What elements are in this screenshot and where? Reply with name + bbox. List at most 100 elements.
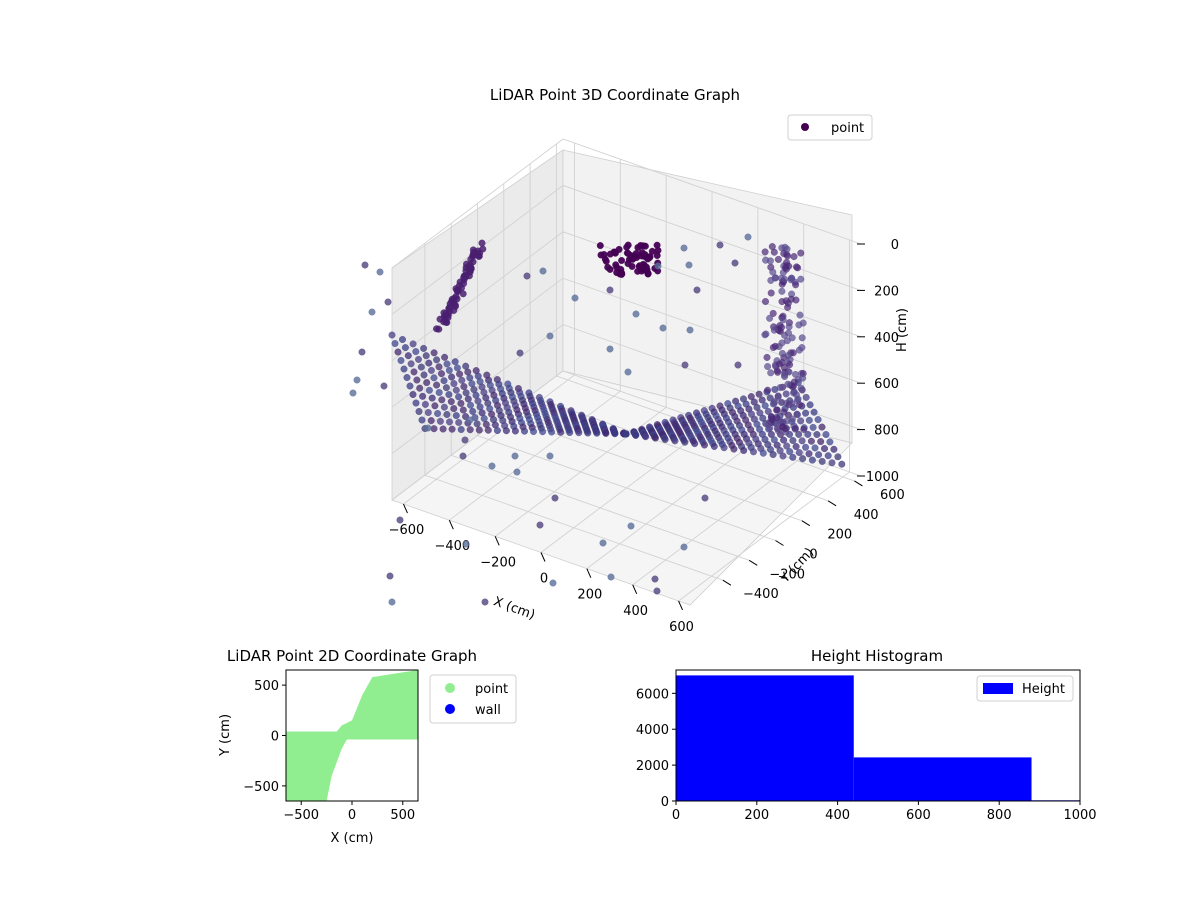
point-3d xyxy=(756,409,764,417)
point-3d xyxy=(806,401,814,409)
x-tick-label-2d: 500 xyxy=(390,808,415,823)
point-3d xyxy=(799,374,807,382)
point-3d xyxy=(412,348,420,356)
point-3d xyxy=(441,316,449,324)
point-3d xyxy=(461,436,469,444)
point-3d xyxy=(622,430,630,438)
point-3d xyxy=(607,573,615,581)
point-3d xyxy=(734,361,742,369)
points-3d xyxy=(349,233,846,606)
point-3d xyxy=(716,241,724,249)
y-tick-label: 200 xyxy=(827,528,852,543)
point-3d xyxy=(456,370,464,378)
legend-3d-marker xyxy=(801,123,809,131)
point-3d xyxy=(798,344,806,352)
point-3d xyxy=(566,428,574,437)
point-3d xyxy=(822,430,830,439)
point-3d xyxy=(448,373,456,381)
point-3d xyxy=(809,423,817,431)
point-3d xyxy=(469,407,477,415)
point-3d xyxy=(416,384,424,392)
y-tick-label: 400 xyxy=(854,508,879,523)
x-tick-mark xyxy=(403,503,408,514)
point-3d xyxy=(419,392,427,400)
point-3d xyxy=(768,243,776,251)
point-3d xyxy=(404,352,412,360)
y-tick-label-histogram: 0 xyxy=(661,795,669,810)
point-3d xyxy=(430,425,438,433)
point-3d xyxy=(654,262,662,270)
point-3d xyxy=(380,382,388,390)
point-3d xyxy=(786,361,794,369)
z-tick-label: 200 xyxy=(874,284,899,299)
point-3d xyxy=(767,369,775,377)
y-axis-label-2d: Y (cm) xyxy=(218,714,233,757)
point-3d xyxy=(438,396,446,404)
point-3d xyxy=(452,386,460,394)
point-3d xyxy=(813,430,821,439)
point-3d xyxy=(546,332,554,340)
histogram-bar xyxy=(676,675,854,801)
grid-line-z xyxy=(391,370,862,501)
point-3d xyxy=(424,408,432,417)
chart-2d-title: LiDAR Point 2D Coordinate Graph xyxy=(227,647,477,665)
point-3d xyxy=(791,425,799,433)
ticks-3d: −600−400−2000200400600−400−2000200400600… xyxy=(389,238,905,635)
point-3d xyxy=(384,298,392,306)
point-3d xyxy=(818,457,826,465)
point-3d xyxy=(759,414,767,422)
point-3d xyxy=(779,452,787,460)
point-3d xyxy=(457,399,465,407)
point-3d xyxy=(462,540,470,548)
point-3d xyxy=(761,248,769,256)
point-3d xyxy=(796,311,804,319)
point-3d xyxy=(805,416,813,424)
point-3d xyxy=(762,330,770,338)
legend-2d-label-wall: wall xyxy=(475,703,501,718)
point-3d xyxy=(805,450,813,458)
point-3d xyxy=(546,452,554,460)
point-3d xyxy=(640,252,648,260)
point-3d xyxy=(749,448,758,456)
point-3d xyxy=(788,274,796,282)
point-3d xyxy=(513,468,521,476)
point-3d xyxy=(557,428,565,436)
point-3d xyxy=(415,407,423,416)
point-3d xyxy=(409,340,417,348)
point-3d xyxy=(731,259,739,267)
point-3d xyxy=(539,428,547,436)
point-3d xyxy=(628,262,636,270)
point-3d xyxy=(761,297,770,306)
z-axis-label-3d: H (cm) xyxy=(895,308,910,352)
point-3d xyxy=(432,325,441,333)
point-3d xyxy=(730,445,738,453)
y-tick-label: 600 xyxy=(880,488,905,503)
x-tick-label-histogram: 200 xyxy=(744,808,769,823)
x-tick-mark xyxy=(494,536,500,546)
point-3d xyxy=(539,267,547,275)
point-3d xyxy=(424,424,432,432)
ticks-histogram: 0 200 400 600 800 1000 0 2000 4000 6000 xyxy=(636,687,1097,823)
point-3d xyxy=(455,418,463,427)
point-3d xyxy=(634,243,642,252)
point-3d xyxy=(602,257,610,265)
x-tick-label-histogram: 800 xyxy=(987,808,1012,823)
point-3d xyxy=(834,453,842,461)
legend-3d-box xyxy=(787,114,873,141)
point-3d xyxy=(460,279,468,288)
point-3d xyxy=(549,579,557,587)
point-3d xyxy=(413,376,421,384)
chart-3d-title: LiDAR Point 3D Coordinate Graph xyxy=(490,86,740,104)
point-3d xyxy=(651,434,659,442)
point-3d xyxy=(401,344,409,352)
point-3d xyxy=(817,438,825,446)
point-3d xyxy=(770,399,778,407)
point-3d xyxy=(442,384,450,392)
point-3d xyxy=(430,374,438,382)
point-3d xyxy=(410,368,418,376)
point-3d xyxy=(388,331,396,339)
point-3d xyxy=(710,442,718,450)
point-3d xyxy=(457,425,465,434)
point-3d xyxy=(529,427,538,436)
point-3d xyxy=(481,598,489,606)
